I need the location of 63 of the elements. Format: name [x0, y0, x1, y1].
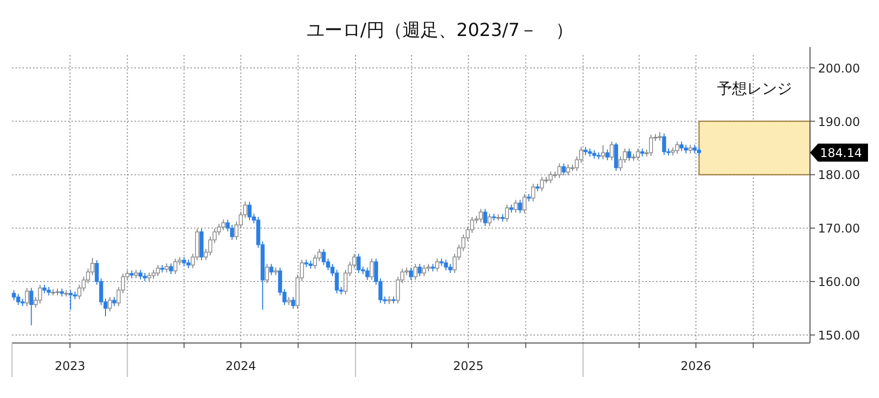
- candlestick: [413, 263, 418, 280]
- candlestick: [173, 258, 178, 275]
- band-label: 予想レンジ: [717, 79, 792, 98]
- candlestick: [562, 162, 566, 176]
- candlestick: [108, 296, 112, 312]
- x-tick-label: 2023: [54, 359, 86, 373]
- candlestick: [605, 149, 610, 161]
- candlestick: [164, 262, 169, 273]
- candlestick: [29, 287, 34, 326]
- candlestick: [409, 267, 413, 280]
- candlestick: [435, 258, 440, 272]
- candlestick: [566, 164, 570, 176]
- candlestick: [248, 201, 252, 221]
- candlestick: [16, 293, 20, 306]
- text: 184.14: [820, 146, 862, 160]
- y-tick-label: 170.00: [818, 222, 860, 236]
- candlestick: [448, 263, 452, 274]
- candlestick: [221, 219, 226, 231]
- candlestick: [557, 162, 562, 178]
- candlestick: [422, 264, 426, 277]
- y-tick-label: 180.00: [818, 168, 860, 182]
- candlestick: [334, 269, 339, 294]
- candlestick: [548, 170, 553, 184]
- candlestick: [356, 253, 361, 274]
- chart-title: ユーロ/円（週足、2023/7－ ）: [306, 20, 574, 41]
- candlestick: [483, 208, 488, 226]
- candlestick: [614, 142, 618, 172]
- candlestick: [662, 133, 666, 156]
- candlestick: [264, 263, 269, 284]
- candlestick: [601, 144, 606, 160]
- y-tick-label: 190.00: [818, 114, 860, 129]
- candlestick: [365, 267, 370, 280]
- x-tick-label: 2026: [680, 359, 712, 373]
- candlestick: [317, 248, 322, 262]
- candlestick: [370, 258, 374, 280]
- candlestick: [156, 264, 160, 277]
- y-tick-label: 200.00: [818, 61, 860, 76]
- candlestick: [518, 199, 522, 214]
- y-tick-label: 160.00: [818, 275, 860, 290]
- candlestick: [112, 296, 116, 307]
- x-tick-label: 2024: [226, 359, 256, 373]
- candlestick: [12, 290, 16, 301]
- candlestick: [514, 199, 518, 214]
- candlestick: [182, 256, 186, 267]
- candlestick: [610, 141, 614, 161]
- candlestick: [675, 141, 680, 154]
- candlestick: [291, 296, 296, 310]
- candlestick: [522, 193, 526, 214]
- candlestick: [68, 290, 73, 310]
- candlestick: [168, 262, 173, 275]
- candlestick: [636, 148, 640, 161]
- y-tick-label: 150.00: [818, 328, 860, 342]
- candlestick: [322, 248, 326, 266]
- candlestick: [531, 183, 536, 202]
- candlestick: [488, 213, 492, 226]
- candlestick: [418, 263, 422, 277]
- candlestick: [627, 148, 632, 162]
- candlestick: [24, 287, 29, 307]
- candlestick: [680, 141, 684, 152]
- candlestick: [269, 263, 274, 276]
- candlestick: [505, 204, 510, 222]
- x-tick-label: 2025: [453, 359, 484, 373]
- candlestick: [478, 208, 483, 223]
